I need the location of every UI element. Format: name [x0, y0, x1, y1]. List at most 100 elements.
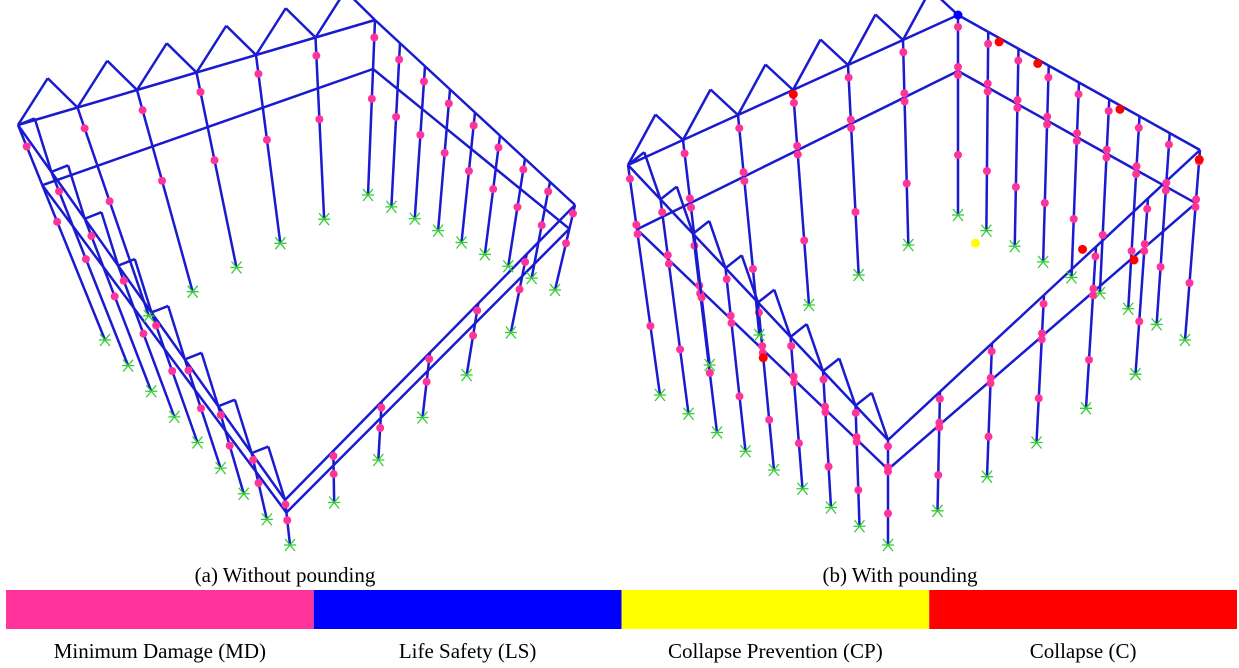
hinge	[903, 180, 911, 188]
hinge	[790, 99, 798, 107]
beam	[263, 88, 318, 107]
beam	[794, 379, 825, 409]
hinge	[1035, 394, 1043, 402]
hinge	[995, 37, 1004, 46]
beam	[711, 90, 739, 116]
beam	[1042, 292, 1093, 336]
hinge	[377, 404, 385, 412]
beam	[425, 66, 450, 89]
beam	[1136, 170, 1166, 187]
beam	[97, 146, 152, 165]
hinge	[987, 379, 995, 387]
hinge	[168, 367, 176, 375]
beam	[797, 124, 851, 150]
beam	[690, 177, 744, 203]
hinge	[1044, 73, 1052, 81]
column	[1037, 295, 1045, 443]
hinge	[263, 136, 271, 144]
hinge	[569, 210, 577, 218]
hinge	[901, 98, 909, 106]
hinge	[1075, 90, 1083, 98]
hinge	[985, 433, 993, 441]
column	[1100, 99, 1109, 293]
hinge	[1135, 124, 1143, 132]
hinge	[825, 463, 833, 471]
beam	[1145, 203, 1196, 247]
support	[168, 411, 180, 423]
hinge	[1130, 255, 1139, 264]
hinge	[821, 408, 829, 416]
beam	[848, 40, 903, 65]
column	[1043, 66, 1049, 262]
hinge	[676, 345, 684, 353]
hinge	[884, 442, 892, 450]
beam	[48, 78, 78, 107]
hinge	[473, 307, 481, 315]
beam	[939, 381, 990, 425]
hinge	[425, 355, 433, 363]
column	[856, 406, 860, 527]
beam	[1079, 83, 1109, 100]
hinge	[544, 188, 552, 196]
beam	[1140, 116, 1170, 133]
beam	[628, 140, 683, 165]
beam	[661, 187, 677, 200]
hinge	[1195, 155, 1204, 164]
hinge	[120, 277, 128, 285]
hinge	[329, 452, 337, 460]
hinge	[315, 115, 323, 123]
hinge	[954, 11, 963, 20]
hinge	[954, 63, 962, 71]
column	[555, 205, 575, 290]
column	[532, 182, 550, 278]
hinge	[646, 322, 654, 330]
hinge	[470, 122, 478, 130]
beam	[758, 290, 774, 303]
beam	[373, 69, 398, 89]
column	[683, 140, 710, 365]
beam	[345, 0, 375, 20]
hinge	[983, 167, 991, 175]
beam	[450, 89, 475, 112]
hinge	[740, 168, 748, 176]
beam	[152, 306, 169, 313]
hinge	[984, 80, 992, 88]
column	[256, 55, 280, 243]
hinge	[1014, 96, 1022, 104]
hinge	[81, 124, 89, 132]
legend-label: Collapse Prevention (CP)	[668, 639, 883, 663]
hinge	[626, 175, 634, 183]
beam	[500, 136, 525, 159]
beam	[1049, 66, 1079, 83]
hinge	[465, 167, 473, 175]
column	[1015, 49, 1019, 247]
hinge	[954, 71, 962, 79]
hinge	[87, 232, 95, 240]
hinge	[1012, 183, 1020, 191]
hinge	[254, 70, 262, 78]
beam	[475, 113, 500, 136]
legend-label: Minimum Damage (MD)	[54, 639, 266, 663]
hinge	[1135, 317, 1143, 325]
beam	[398, 89, 423, 109]
beam	[375, 20, 400, 43]
beam	[876, 15, 904, 41]
beam	[202, 353, 219, 406]
beam	[153, 127, 208, 146]
hinge	[984, 40, 992, 48]
hinge	[1133, 162, 1141, 170]
hinge	[759, 353, 768, 362]
beam	[762, 349, 793, 379]
hinge	[395, 56, 403, 64]
hinge	[1115, 105, 1124, 114]
hinge	[789, 90, 798, 99]
hinge	[884, 510, 892, 518]
column	[987, 343, 992, 476]
beam	[1170, 133, 1200, 150]
beam	[168, 306, 185, 359]
hinge	[519, 166, 527, 174]
hinge	[538, 221, 546, 229]
support	[145, 385, 157, 397]
caption: (a) Without pounding	[195, 563, 376, 587]
hinge	[445, 100, 453, 108]
